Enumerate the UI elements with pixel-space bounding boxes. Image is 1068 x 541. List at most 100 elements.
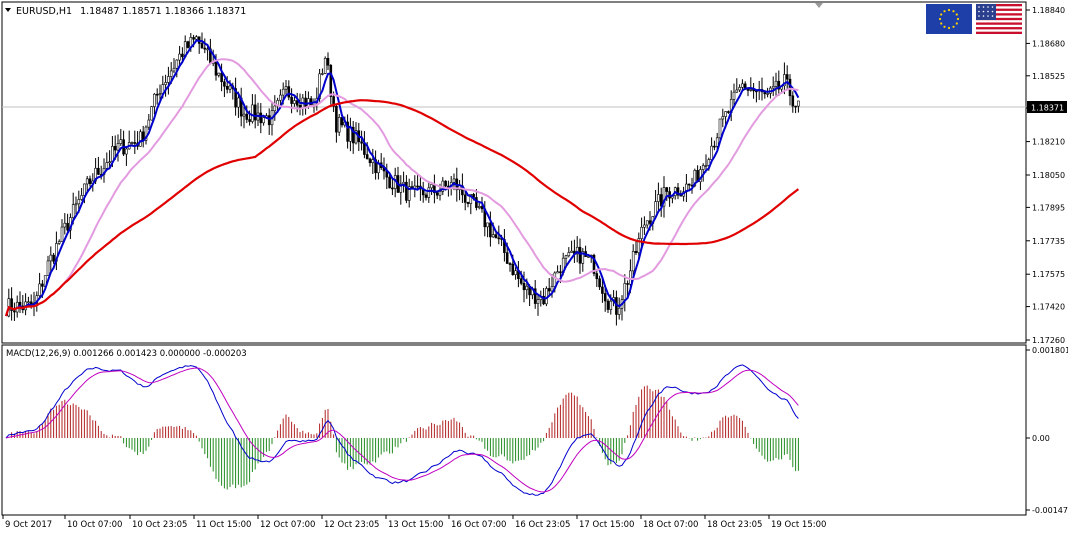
candle-body (783, 74, 786, 87)
candle-body (217, 72, 221, 76)
candle-body (108, 161, 111, 164)
candle-body (623, 283, 627, 300)
candle-body (469, 193, 473, 204)
candle-body (715, 137, 719, 147)
symbol-timeframe: EURUSD,H1 (16, 6, 72, 17)
candle-body (164, 82, 167, 85)
candle-body (119, 139, 123, 144)
candle-body (687, 183, 691, 186)
candle-body (533, 288, 537, 304)
candle-body (727, 111, 730, 113)
candle-body (774, 80, 778, 87)
candle-body (785, 74, 789, 80)
candle-body (536, 299, 540, 304)
candle-body (371, 159, 375, 164)
candle-body (237, 97, 240, 108)
candle-body (88, 178, 92, 184)
candle-body (27, 301, 30, 304)
candle-body (550, 286, 554, 292)
candle-body (707, 159, 711, 166)
price-tick-label: 1.18525 (1032, 72, 1065, 81)
candle-body (721, 116, 725, 120)
candle-body (399, 183, 403, 193)
candle-body (248, 119, 251, 122)
price-tick-label: 1.18680 (1032, 39, 1065, 48)
candle-body (295, 100, 299, 106)
candle-body (220, 72, 223, 83)
candle-body (192, 37, 195, 40)
candle-body (438, 191, 442, 196)
time-tick-label: 10 Oct 23:05 (132, 520, 187, 530)
price-tick-label: 1.18050 (1032, 171, 1065, 180)
candle-body (354, 130, 358, 144)
candle-body (66, 222, 69, 231)
candle-body (267, 115, 271, 126)
candle-body (631, 251, 635, 272)
time-tick-label: 9 Oct 2017 (5, 520, 52, 530)
candle-body (738, 87, 741, 91)
macd-axis: 0.001801 0.00 -0.001474 (1026, 346, 1068, 515)
price-tick-label: 1.17575 (1032, 270, 1065, 279)
candle-body (519, 278, 523, 284)
candle-body (329, 64, 333, 97)
candle-body (643, 224, 646, 228)
candle-body (52, 254, 55, 262)
candle-body (494, 234, 498, 239)
candle-body (116, 143, 120, 151)
candle-body (46, 260, 50, 276)
time-axis: 9 Oct 2017 10 Oct 07:00 10 Oct 23:05 11 Oct… (2, 515, 826, 530)
candle-body (741, 83, 744, 88)
ohlc-values: 1.18487 1.18571 1.18366 1.18371 (80, 6, 246, 17)
candle-body (85, 178, 89, 185)
candle-body (337, 117, 341, 133)
candle-body (273, 105, 277, 111)
candle-body (71, 204, 75, 218)
price-panel-frame (1, 1, 1027, 344)
candle-body (113, 146, 117, 151)
candle-body (175, 59, 179, 69)
time-tick-label: 12 Oct 07:00 (260, 520, 315, 530)
candle-body (645, 220, 649, 226)
time-tick-label: 12 Oct 23:05 (324, 520, 379, 530)
macd-tick-label: 0.001801 (1032, 346, 1068, 355)
price-tick-label: 1.18210 (1032, 138, 1065, 147)
us-flag-icon (976, 4, 1022, 34)
chart-shift-marker-icon[interactable] (815, 3, 823, 8)
time-tick-label: 10 Oct 07:00 (67, 520, 122, 530)
candle-body (80, 195, 83, 200)
eu-flag-icon (926, 4, 972, 34)
candle-body (225, 85, 229, 90)
macd-signal-line (5, 367, 799, 493)
candle-body (309, 98, 313, 106)
symbol-menu-arrow-icon[interactable] (5, 8, 11, 12)
candle-body (77, 199, 81, 205)
time-tick-label: 11 Oct 15:00 (196, 520, 251, 530)
candle-body (587, 256, 590, 258)
candle-body (74, 203, 78, 206)
candle-body (326, 58, 330, 66)
candle-body (735, 89, 739, 93)
candle-body (704, 165, 708, 167)
candle-body (416, 185, 419, 188)
macd-lines (5, 364, 799, 496)
candle-body (435, 192, 439, 196)
macd-label: MACD(12,26,9) 0.001266 0.001423 0.000000… (6, 349, 247, 359)
candle-body (430, 184, 433, 189)
candle-body (777, 80, 781, 90)
candle-body (676, 187, 680, 196)
time-tick-label: 19 Oct 15:00 (771, 520, 826, 530)
candle-body (186, 41, 190, 48)
candle-body (701, 165, 705, 170)
candle-body (710, 145, 713, 160)
time-tick-label: 16 Oct 07:00 (451, 520, 506, 530)
candle-body (497, 237, 501, 240)
candle-body (391, 187, 394, 190)
candle-body (363, 142, 366, 155)
current-price-label: 1.18371 (1031, 104, 1064, 113)
candle-body (522, 283, 526, 291)
candle-body (746, 89, 750, 91)
candle-body (147, 119, 151, 128)
candle-body (10, 298, 13, 311)
